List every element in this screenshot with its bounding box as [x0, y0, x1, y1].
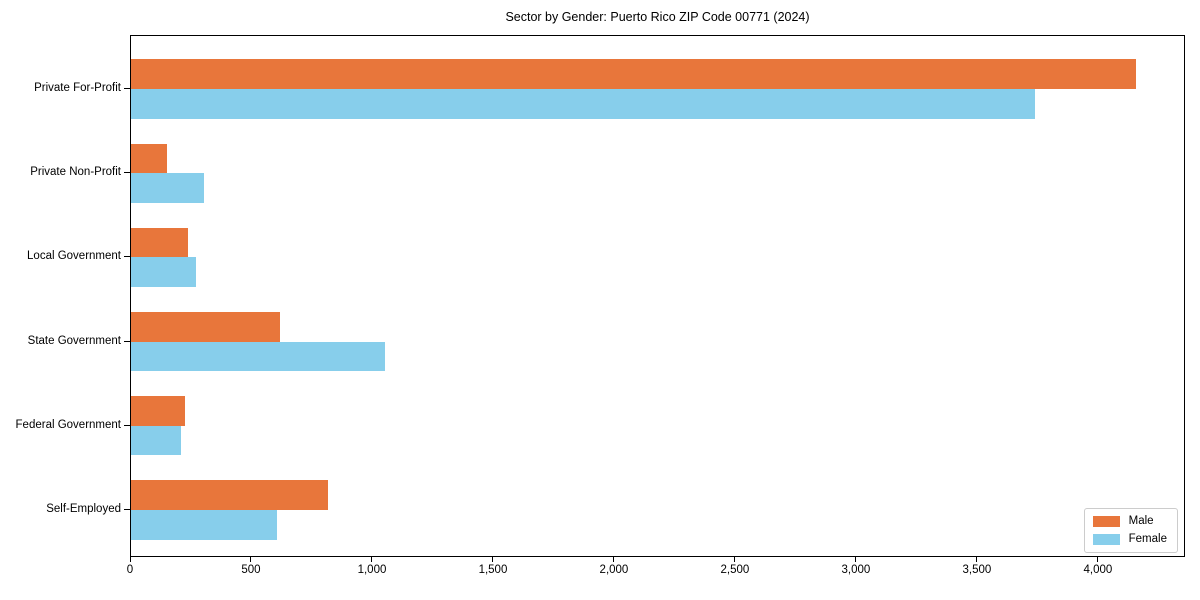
bar-male-local-government	[131, 227, 188, 258]
y-tick-mark	[124, 340, 130, 342]
chart-title: Sector by Gender: Puerto Rico ZIP Code 0…	[505, 10, 810, 24]
bar-female-self-employed	[131, 510, 278, 540]
bar-female-private-non-profit	[131, 173, 204, 203]
x-tick-mark	[492, 557, 494, 562]
y-tick-mark	[124, 256, 130, 258]
x-tick-label-3-000: 3,000	[841, 564, 871, 576]
legend-swatch-male	[1092, 516, 1120, 527]
legend-label-male: Male	[1128, 515, 1154, 527]
legend-entry-male: Male	[1092, 515, 1167, 528]
bar-male-self-employed	[131, 480, 329, 510]
plot-area: Male Female	[130, 35, 1185, 557]
legend-entry-female: Female	[1092, 533, 1167, 546]
x-tick-label-3-500: 3,500	[962, 564, 992, 576]
x-tick-mark	[1097, 557, 1099, 562]
y-tick-mark	[124, 172, 130, 174]
legend: Male Female	[1083, 508, 1178, 553]
bar-female-private-for-profit	[131, 89, 1035, 119]
x-tick-mark	[734, 557, 736, 562]
legend-swatch-female	[1092, 534, 1120, 545]
y-tick-label-self-employed: Self-Employed	[46, 503, 121, 515]
bar-male-private-non-profit	[131, 143, 168, 174]
x-tick-mark	[976, 557, 978, 562]
x-tick-mark	[613, 557, 615, 562]
x-tick-label-500: 500	[241, 564, 261, 576]
x-tick-label-2-500: 2,500	[720, 564, 750, 576]
x-tick-mark	[855, 557, 857, 562]
x-tick-mark	[129, 557, 131, 562]
y-tick-mark	[124, 88, 130, 89]
y-tick-label-local-government: Local Government	[27, 250, 121, 263]
bar-female-local-government	[131, 257, 197, 287]
y-tick-label-state-government: State Government	[27, 334, 121, 347]
x-tick-label-2-000: 2,000	[599, 564, 629, 576]
x-tick-label-1-500: 1,500	[478, 564, 508, 576]
x-tick-label-4-000: 4,000	[1083, 564, 1113, 576]
bar-male-federal-government	[131, 396, 186, 426]
x-tick-mark	[250, 557, 252, 562]
bar-male-state-government	[131, 312, 280, 342]
bar-male-private-for-profit	[131, 59, 1137, 89]
y-tick-label-federal-government: Federal Government	[15, 418, 121, 431]
y-tick-label-private-for-profit: Private For-Profit	[34, 82, 121, 94]
x-tick-label-1-000: 1,000	[357, 564, 387, 576]
x-tick-label-0: 0	[126, 564, 134, 576]
x-tick-mark	[371, 557, 373, 562]
y-tick-label-private-non-profit: Private Non-Profit	[30, 166, 121, 179]
legend-label-female: Female	[1128, 533, 1167, 545]
y-tick-mark	[124, 424, 130, 426]
y-tick-mark	[124, 509, 130, 510]
bar-female-state-government	[131, 341, 386, 372]
bar-female-federal-government	[131, 425, 181, 456]
